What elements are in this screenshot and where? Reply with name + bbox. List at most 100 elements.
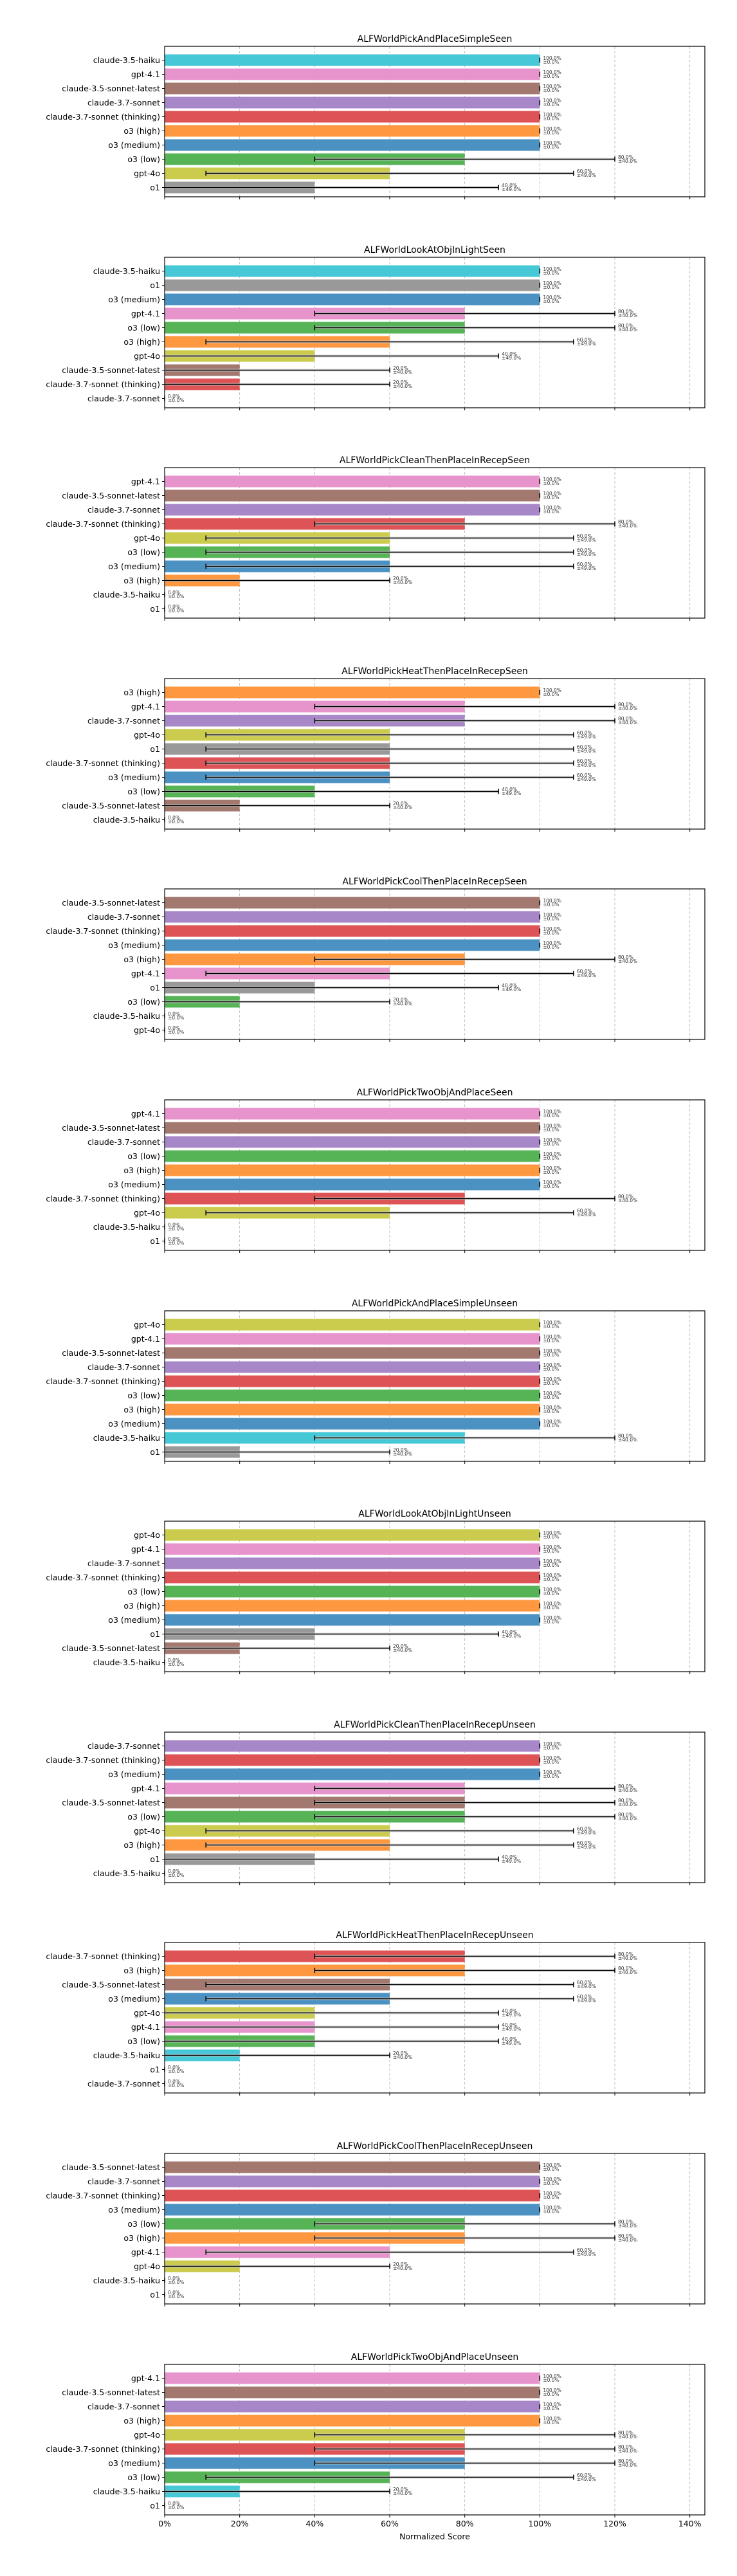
- ytick-label: gpt-4o: [134, 2430, 160, 2440]
- value-label: 100.0%: [543, 2191, 561, 2197]
- bar: [165, 54, 540, 66]
- ytick-label: o3 (high): [123, 1405, 160, 1414]
- value-label: 100.0%: [543, 280, 561, 286]
- value-label: 100.0%: [543, 898, 561, 904]
- value-label: 100.0%: [543, 1741, 561, 1747]
- bar-group: 100.0%±0.0%: [165, 489, 561, 502]
- error-label: ±40.0%: [618, 2448, 637, 2454]
- bar-group: 100.0%±0.0%: [165, 111, 561, 123]
- value-label: 0.0%: [168, 1025, 180, 1031]
- ytick-label: claude-3.5-haiku: [93, 1658, 160, 1667]
- bar: [165, 2189, 540, 2202]
- bar: [165, 1347, 540, 1359]
- value-label: 80.0%: [618, 1812, 633, 1818]
- error-label: ±49.0%: [502, 2012, 521, 2018]
- bar: [165, 1418, 540, 1430]
- ytick-label: gpt-4o: [134, 351, 160, 361]
- xtick-label: 80%: [456, 2519, 474, 2528]
- ytick-label: claude-3.5-haiku: [93, 266, 160, 276]
- ytick-label: o3 (low): [127, 154, 160, 164]
- bar-group: 100.0%±0.0%: [165, 1361, 561, 1373]
- value-label: 100.0%: [543, 2373, 561, 2379]
- bar: [165, 1614, 540, 1626]
- ytick-label: o3 (medium): [108, 2458, 160, 2468]
- error-label: ±49.0%: [502, 790, 521, 796]
- value-label: 40.0%: [502, 983, 517, 989]
- value-label: 100.0%: [543, 126, 561, 132]
- bar-group: 40.0%±49.0%: [165, 982, 521, 994]
- ytick-label: claude-3.7-sonnet: [87, 1362, 160, 1372]
- value-label: 80.0%: [618, 2233, 633, 2239]
- xtick-label: 40%: [305, 2519, 323, 2528]
- bar-group: 20.0%±40.0%: [165, 996, 412, 1008]
- bar-group: 100.0%±0.0%: [165, 1333, 561, 1345]
- bar: [165, 2400, 540, 2413]
- value-label: 60.0%: [577, 772, 592, 778]
- bar-group: 60.0%±49.0%: [165, 2471, 596, 2483]
- error-label: ±0.0%: [168, 1240, 184, 1246]
- error-label: ±0.0%: [543, 1619, 559, 1625]
- ytick-label: claude-3.5-sonnet-latest: [62, 1643, 160, 1653]
- bar: [165, 1389, 540, 1402]
- value-label: 60.0%: [577, 969, 592, 974]
- value-label: 100.0%: [543, 1109, 561, 1115]
- value-label: 100.0%: [543, 1755, 561, 1761]
- error-label: ±0.0%: [543, 1409, 559, 1414]
- bar: [165, 504, 540, 516]
- value-label: 100.0%: [543, 1601, 561, 1607]
- chart-7: ALFWorldPickAndPlaceSimpleUnseen100.0%±0…: [46, 1299, 705, 1464]
- value-label: 100.0%: [543, 1123, 561, 1129]
- error-label: ±40.0%: [618, 720, 637, 726]
- bar-group: 100.0%±0.0%: [165, 1136, 561, 1148]
- bar-group: 80.0%±40.0%: [165, 1964, 637, 1977]
- value-label: 100.0%: [543, 1165, 561, 1171]
- bar-group: 100.0%±0.0%: [165, 1754, 561, 1766]
- error-label: ±40.0%: [618, 2223, 637, 2229]
- ytick-label: claude-3.7-sonnet (thinking): [46, 519, 160, 529]
- value-label: 20.0%: [393, 997, 408, 1003]
- value-label: 20.0%: [393, 365, 408, 371]
- error-label: ±0.0%: [168, 819, 184, 825]
- value-label: 100.0%: [543, 912, 561, 918]
- error-label: ±40.0%: [393, 2265, 412, 2271]
- value-label: 100.0%: [543, 1419, 561, 1425]
- error-label: ±0.0%: [543, 495, 559, 500]
- error-label: ±49.0%: [577, 776, 596, 782]
- bar-group: 20.0%±40.0%: [165, 574, 412, 587]
- value-label: 60.0%: [577, 2247, 592, 2253]
- ytick-label: o3 (low): [127, 997, 160, 1007]
- bar: [165, 1600, 540, 1612]
- value-label: 100.0%: [543, 55, 561, 61]
- error-label: ±0.0%: [543, 1183, 559, 1189]
- ytick-label: o3 (high): [123, 337, 160, 347]
- value-label: 100.0%: [543, 1180, 561, 1185]
- ytick-label: o3 (high): [123, 126, 160, 136]
- bar-group: 80.0%±40.0%: [165, 1192, 637, 1205]
- ytick-label: gpt-4.1: [131, 477, 160, 486]
- bar-group: 80.0%±40.0%: [165, 1782, 637, 1795]
- bar: [165, 2161, 540, 2173]
- error-label: ±0.0%: [168, 2505, 184, 2510]
- bar: [165, 2372, 540, 2384]
- value-label: 100.0%: [543, 940, 561, 946]
- value-label: 100.0%: [543, 1544, 561, 1550]
- error-label: ±0.0%: [543, 284, 559, 290]
- error-label: ±0.0%: [543, 2420, 559, 2425]
- chart-9: ALFWorldPickCleanThenPlaceInRecepUnseen 1…: [46, 1720, 705, 1885]
- value-label: 80.0%: [618, 716, 633, 722]
- ytick-label: gpt-4.1: [131, 69, 160, 79]
- value-label: 100.0%: [543, 1137, 561, 1143]
- axes-frame: [164, 257, 705, 408]
- value-label: 0.0%: [168, 2065, 180, 2070]
- bar-group: 20.0%±40.0%: [165, 2260, 412, 2272]
- ytick-label: gpt-4.1: [131, 1109, 160, 1119]
- ytick-label: o3 (high): [123, 1165, 160, 1175]
- ytick-label: o1: [150, 1236, 160, 1246]
- ytick-label: claude-3.5-haiku: [93, 1433, 160, 1443]
- bar-group: 80.0%±40.0%: [165, 953, 637, 965]
- bar-group: 80.0%±40.0%: [165, 2443, 637, 2455]
- bar: [165, 265, 540, 277]
- bar-group: 100.0%±0.0%: [165, 504, 561, 516]
- value-label: 100.0%: [543, 2205, 561, 2211]
